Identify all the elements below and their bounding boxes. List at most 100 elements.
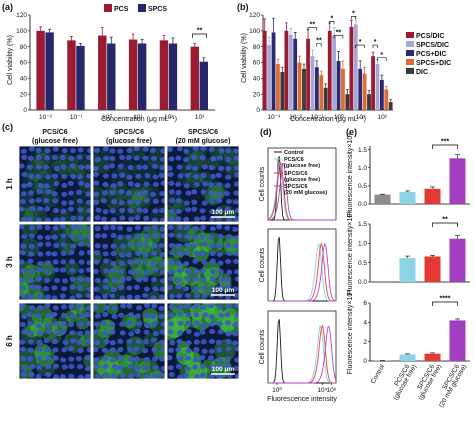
nucleus bbox=[110, 373, 117, 379]
nucleus bbox=[225, 157, 232, 163]
nucleus bbox=[169, 340, 176, 346]
nucleus bbox=[201, 293, 208, 299]
nucleus bbox=[109, 163, 116, 169]
nucleus bbox=[175, 261, 182, 267]
nucleus bbox=[69, 330, 76, 336]
nucleus bbox=[141, 259, 148, 265]
nucleus bbox=[76, 174, 83, 180]
y-tick-label: 80 bbox=[20, 44, 28, 51]
nucleus bbox=[234, 251, 239, 257]
nucleus bbox=[158, 313, 165, 319]
nucleus bbox=[134, 225, 141, 231]
nucleus bbox=[94, 156, 101, 163]
nucleus bbox=[199, 155, 206, 161]
nucleus bbox=[52, 173, 59, 179]
nucleus bbox=[207, 182, 214, 188]
nucleus bbox=[20, 356, 27, 362]
nucleus bbox=[117, 346, 124, 353]
bar-spcsdic bbox=[267, 45, 272, 111]
nucleus bbox=[135, 173, 142, 179]
bar-spcs bbox=[107, 43, 116, 110]
nucleus bbox=[175, 284, 182, 290]
nucleus bbox=[216, 357, 223, 363]
nucleus bbox=[43, 164, 50, 170]
nucleus bbox=[226, 250, 233, 257]
bar-spcsdic bbox=[353, 24, 358, 110]
nucleus bbox=[61, 347, 68, 353]
nucleus bbox=[26, 216, 33, 222]
nucleus bbox=[224, 284, 231, 290]
nucleus bbox=[142, 164, 149, 170]
x-tick-label: 10⁶ bbox=[327, 387, 337, 394]
nucleus bbox=[20, 268, 27, 274]
chart-a: 0 20 40 60 80 100 120 10⁻² 10⁻¹ 10⁰ 10¹ 10² 10³ ** bbox=[16, 12, 215, 121]
nucleus bbox=[199, 329, 206, 335]
nucleus bbox=[210, 268, 217, 275]
nucleus bbox=[232, 340, 239, 346]
nucleus bbox=[125, 234, 132, 240]
nucleus bbox=[86, 173, 91, 179]
significance-bracket bbox=[316, 43, 322, 47]
nucleus bbox=[142, 292, 149, 298]
nucleus bbox=[110, 216, 117, 222]
nucleus bbox=[210, 156, 217, 162]
nucleus bbox=[185, 207, 192, 213]
nucleus bbox=[209, 321, 216, 327]
nucleus bbox=[136, 164, 143, 170]
nucleus bbox=[110, 183, 117, 189]
nucleus bbox=[152, 181, 159, 187]
nucleus bbox=[200, 224, 207, 231]
nucleus bbox=[126, 190, 133, 196]
nucleus bbox=[193, 331, 200, 337]
nucleus bbox=[117, 163, 124, 169]
histogram-curve-1 bbox=[268, 242, 336, 302]
microscopy-image bbox=[167, 146, 239, 222]
nucleus bbox=[93, 199, 100, 205]
nucleus bbox=[70, 173, 77, 179]
nucleus bbox=[85, 292, 91, 299]
nucleus bbox=[202, 181, 209, 187]
nucleus bbox=[27, 190, 34, 196]
nucleus bbox=[168, 259, 175, 266]
nucleus bbox=[94, 243, 101, 249]
y-tick-label: 40 bbox=[253, 76, 261, 83]
nucleus bbox=[142, 155, 149, 161]
nucleus bbox=[45, 174, 52, 180]
nucleus bbox=[168, 293, 175, 300]
nucleus bbox=[29, 206, 36, 212]
nucleus bbox=[127, 346, 134, 352]
nucleus bbox=[102, 355, 109, 362]
nucleus bbox=[111, 363, 118, 370]
nucleus bbox=[36, 267, 43, 273]
x-tick-label: 10⁻² bbox=[289, 114, 303, 121]
legend-swatch bbox=[406, 41, 414, 47]
nucleus bbox=[233, 190, 239, 196]
chart-b-ylabel: Cell viability (%) bbox=[241, 33, 248, 83]
nucleus bbox=[233, 165, 239, 171]
nucleus bbox=[20, 365, 27, 371]
cytoplasm-signal bbox=[149, 370, 165, 379]
nucleus bbox=[168, 216, 175, 222]
nucleus bbox=[142, 208, 149, 214]
nucleus bbox=[93, 191, 100, 197]
nucleus bbox=[93, 180, 100, 186]
bar-spcsdic bbox=[310, 56, 315, 110]
nucleus bbox=[53, 165, 60, 171]
nucleus bbox=[217, 269, 224, 275]
nucleus bbox=[109, 189, 116, 195]
nucleus bbox=[21, 329, 28, 335]
nucleus bbox=[110, 250, 117, 257]
nucleus bbox=[200, 322, 207, 328]
y-tick-label: 0 bbox=[23, 107, 27, 114]
nucleus bbox=[143, 197, 150, 203]
legend-text: (glucose free) bbox=[284, 163, 320, 169]
nucleus bbox=[168, 242, 175, 249]
image-frame bbox=[166, 223, 240, 301]
nucleus bbox=[85, 305, 91, 311]
bar-3 bbox=[449, 320, 466, 361]
nucleus bbox=[93, 147, 100, 153]
nucleus bbox=[45, 328, 52, 335]
nucleus bbox=[126, 199, 133, 205]
nucleus bbox=[36, 355, 43, 362]
